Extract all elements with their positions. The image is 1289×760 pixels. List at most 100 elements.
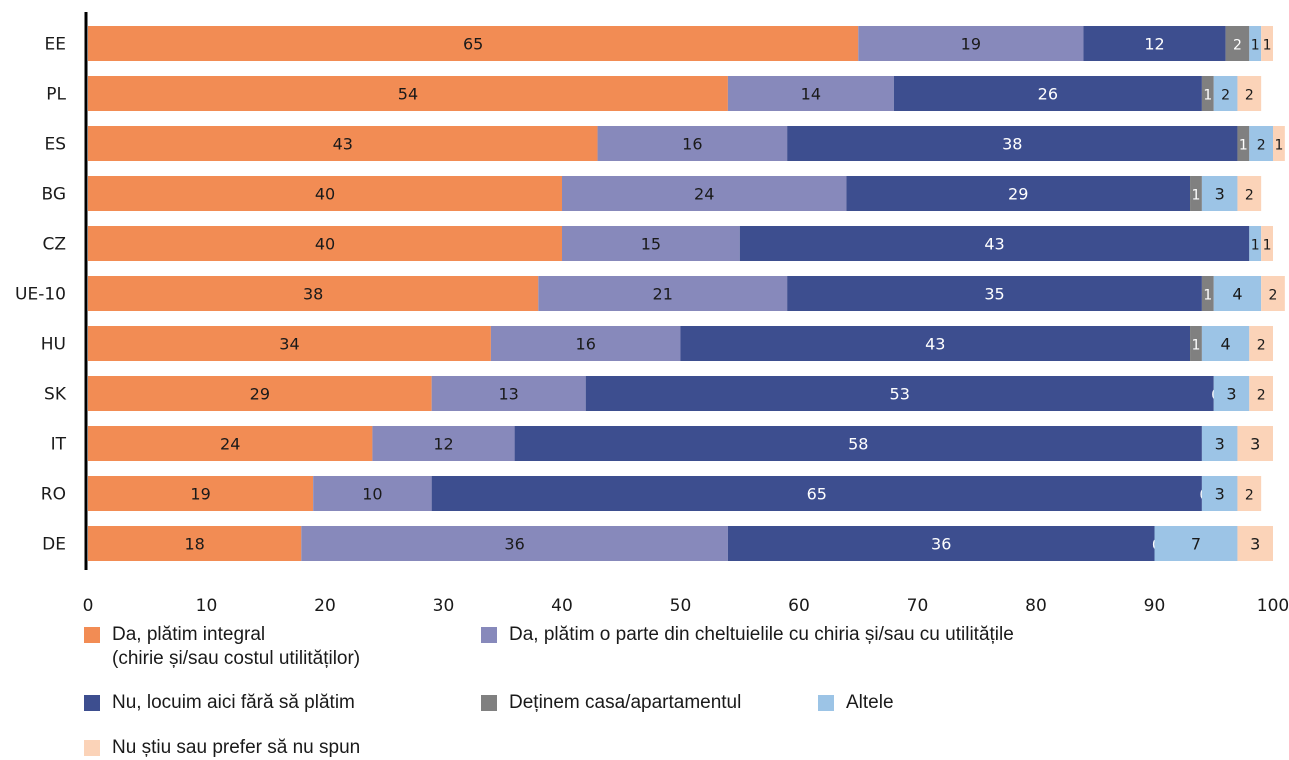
bar-segment (1237, 126, 1250, 161)
bar-segment (1237, 426, 1273, 461)
data-label: 2 (1233, 38, 1242, 54)
bar-segment (1237, 476, 1262, 511)
category-label: EE (45, 35, 66, 55)
data-label: 2 (1257, 338, 1266, 354)
data-label: 1 (1251, 238, 1260, 254)
bar-segment (1190, 176, 1202, 211)
bar-segment (585, 376, 1214, 411)
category-label: RO (41, 485, 66, 505)
bar-segment (1201, 176, 1238, 211)
bar-segment (431, 476, 1202, 511)
bar-segment (1083, 26, 1226, 61)
bar-segment (1249, 376, 1273, 411)
data-label: 24 (694, 185, 714, 204)
data-label: 24 (220, 435, 240, 454)
bar-segment (88, 126, 598, 161)
bar-segment (597, 126, 788, 161)
bar-segment (490, 326, 681, 361)
bar-segment (1201, 276, 1214, 311)
data-label: 16 (682, 135, 702, 154)
data-label: 15 (641, 235, 661, 254)
category-label: IT (51, 435, 67, 455)
data-label: 36 (504, 535, 524, 554)
data-label: 2 (1257, 138, 1266, 154)
bar-segment (787, 126, 1238, 161)
category-label: CZ (42, 235, 66, 255)
x-tick-label: 100 (1257, 596, 1289, 616)
data-label: 38 (1002, 135, 1022, 154)
data-label: 10 (362, 485, 382, 504)
data-label: 29 (1008, 185, 1028, 204)
data-label: 43 (925, 335, 945, 354)
data-label: 65 (807, 485, 827, 504)
category-labels: EE PL ES BG CZ UE-10 HU SK IT RO DE (15, 35, 67, 555)
x-tick-label: 50 (670, 596, 692, 616)
data-label: 2 (1221, 88, 1230, 104)
data-label: 19 (190, 485, 210, 504)
bar-segment (787, 276, 1202, 311)
data-label: 2 (1269, 288, 1278, 304)
data-label: 58 (848, 435, 868, 454)
bar-segment (1237, 526, 1273, 561)
data-label: 2 (1245, 488, 1254, 504)
bar-segment (680, 326, 1191, 361)
x-tick-label: 90 (1144, 596, 1166, 616)
data-label: 4 (1221, 335, 1231, 354)
data-label: 1 (1251, 38, 1260, 54)
x-tick-label: 80 (1025, 596, 1047, 616)
data-label: 38 (303, 285, 323, 304)
data-label: 3 (1215, 185, 1225, 204)
data-label: 65 (463, 35, 483, 54)
bar-segment (739, 226, 1250, 261)
bar-segment (88, 176, 562, 211)
data-label: 12 (1144, 35, 1164, 54)
data-label: 2 (1257, 388, 1266, 404)
data-label: 1 (1192, 338, 1201, 354)
bar-segment (1249, 26, 1262, 61)
data-label: 1 (1203, 88, 1212, 104)
data-label: 13 (498, 385, 518, 404)
category-label: DE (42, 535, 66, 555)
bar-segment (313, 476, 432, 511)
bar-segment (846, 176, 1191, 211)
data-label: 18 (184, 535, 204, 554)
bar-segment (562, 176, 847, 211)
bar-segment (88, 26, 859, 61)
bar-segment (727, 526, 1155, 561)
data-label: 1 (1239, 138, 1248, 154)
bar-segment (1190, 326, 1202, 361)
data-label: 14 (801, 85, 821, 104)
data-label: 43 (333, 135, 353, 154)
data-label: 3 (1215, 435, 1225, 454)
bar-segment (372, 426, 515, 461)
bar-segment (1201, 326, 1250, 361)
bar-segment (88, 376, 432, 411)
x-tick-label: 0 (83, 596, 94, 616)
data-label: 4 (1232, 285, 1242, 304)
data-label: 1 (1263, 38, 1272, 54)
bar-segment (727, 76, 894, 111)
data-label: 3 (1250, 435, 1260, 454)
data-label: 40 (315, 185, 335, 204)
bar-segment (1237, 176, 1262, 211)
bar-segment (893, 76, 1202, 111)
bar-segment (1201, 476, 1238, 511)
data-label: 1 (1192, 188, 1201, 204)
data-label: 1 (1274, 138, 1283, 154)
x-axis-ticks: 0 10 20 30 40 50 60 70 80 90 100 (83, 596, 1289, 616)
bar-segment (1249, 226, 1262, 261)
bar-segment (1213, 276, 1262, 311)
bar-segment (88, 526, 302, 561)
bar-segment (301, 526, 728, 561)
data-label: 3 (1215, 485, 1225, 504)
data-label: 34 (279, 335, 299, 354)
category-label: UE-10 (15, 285, 66, 305)
data-label: 43 (984, 235, 1004, 254)
bar-segment (858, 26, 1084, 61)
bar-segment (1261, 276, 1285, 311)
bar-segment (1213, 76, 1238, 111)
bar-segment (88, 226, 562, 261)
bar-segment (431, 376, 586, 411)
bar-segment (1273, 126, 1285, 161)
